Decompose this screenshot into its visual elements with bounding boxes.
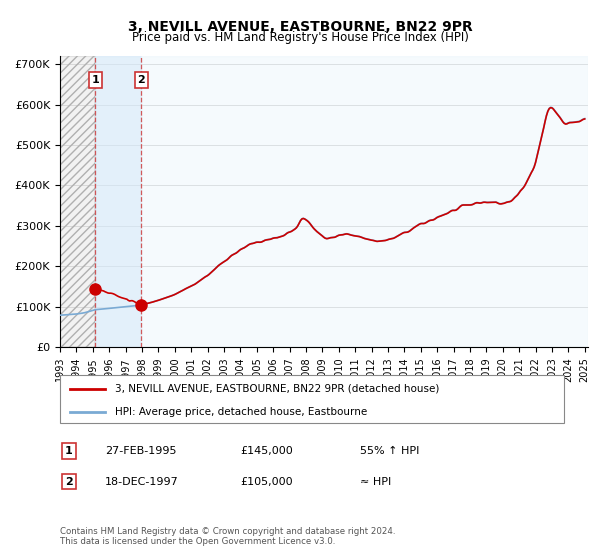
Text: 55% ↑ HPI: 55% ↑ HPI [360,446,419,456]
Text: Contains HM Land Registry data © Crown copyright and database right 2024.
This d: Contains HM Land Registry data © Crown c… [60,526,395,546]
Text: £145,000: £145,000 [240,446,293,456]
FancyBboxPatch shape [60,375,564,423]
Bar [60,56,95,347]
Bar [95,56,142,347]
Text: 27-FEB-1995: 27-FEB-1995 [105,446,176,456]
Text: 1: 1 [91,75,99,85]
Text: 3, NEVILL AVENUE, EASTBOURNE, BN22 9PR (detached house): 3, NEVILL AVENUE, EASTBOURNE, BN22 9PR (… [115,384,440,394]
Text: Price paid vs. HM Land Registry's House Price Index (HPI): Price paid vs. HM Land Registry's House … [131,31,469,44]
Text: 2: 2 [65,477,73,487]
Text: ≈ HPI: ≈ HPI [360,477,391,487]
Text: 18-DEC-1997: 18-DEC-1997 [105,477,179,487]
Text: £105,000: £105,000 [240,477,293,487]
Bar [142,56,588,347]
Text: 2: 2 [137,75,145,85]
Text: 3, NEVILL AVENUE, EASTBOURNE, BN22 9PR: 3, NEVILL AVENUE, EASTBOURNE, BN22 9PR [128,20,472,34]
Text: 1: 1 [65,446,73,456]
Text: HPI: Average price, detached house, Eastbourne: HPI: Average price, detached house, East… [115,407,368,417]
Bar [60,56,95,347]
